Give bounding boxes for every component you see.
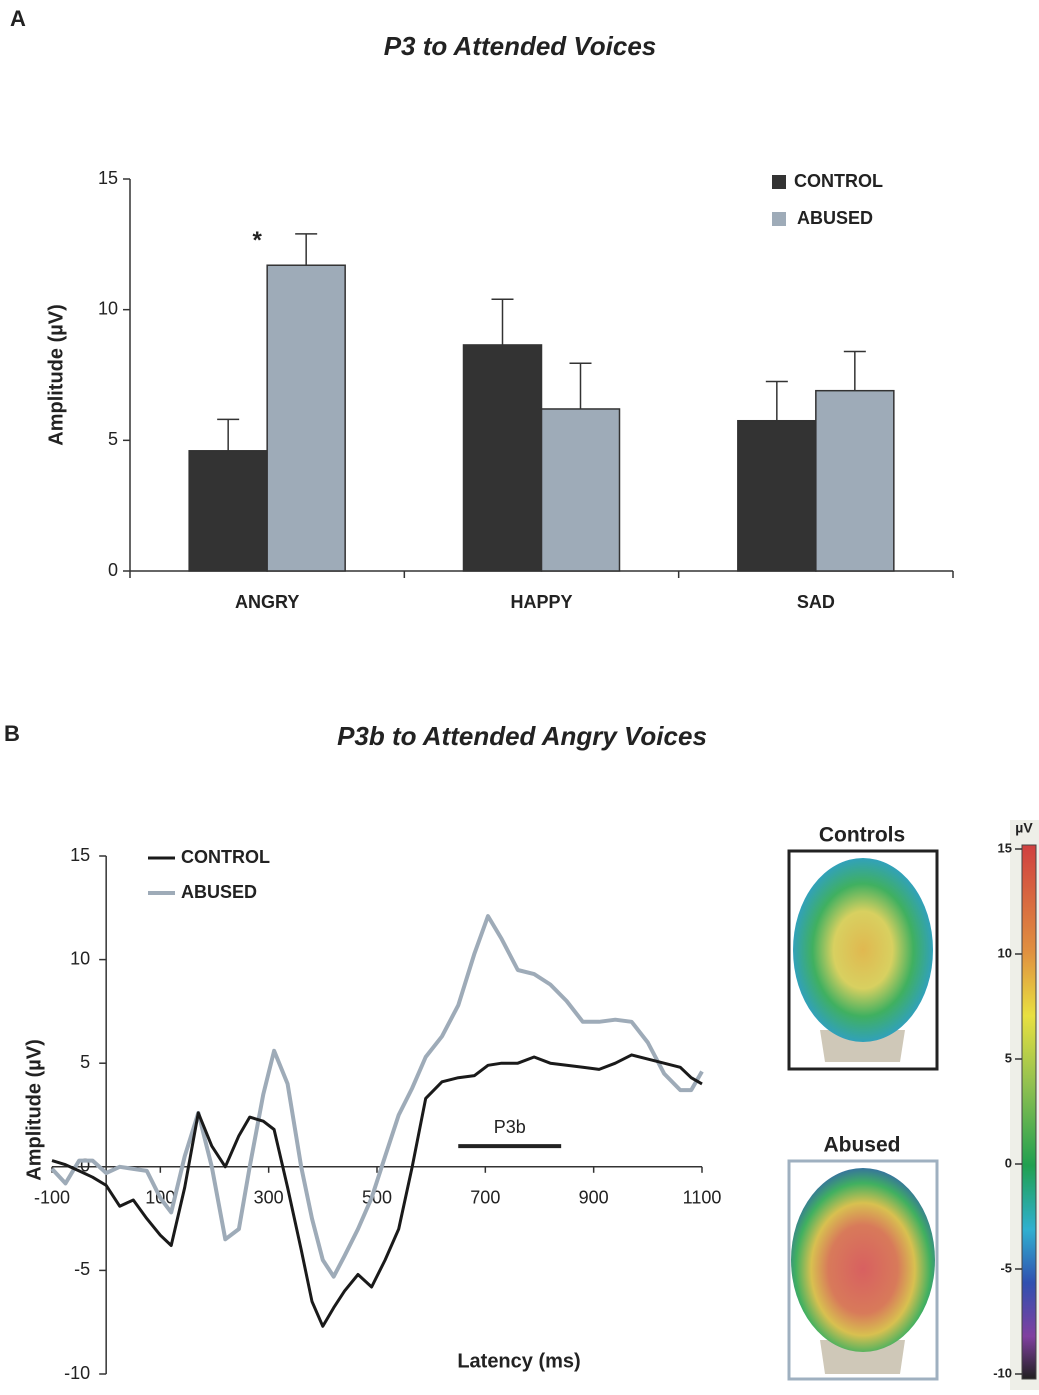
y-axis-label: Amplitude (µV)	[45, 304, 67, 446]
colorbar-tick-label: 10	[998, 945, 1012, 960]
x-tick-label: ANGRY	[235, 592, 299, 612]
x-tick-label: 1100	[683, 1188, 722, 1208]
scalp-map	[791, 1168, 935, 1352]
bar	[189, 451, 267, 571]
y-tick-label: 15	[98, 168, 118, 188]
colorbar-tick-label: -10	[993, 1365, 1012, 1380]
x-axis-label: Latency (ms)	[457, 1350, 580, 1372]
y-tick-label: 15	[70, 845, 90, 865]
legend-label: CONTROL	[181, 847, 270, 867]
annotation: *	[252, 227, 262, 254]
colorbar	[1022, 845, 1036, 1379]
y-tick-label: 0	[108, 560, 118, 580]
bar	[816, 391, 894, 571]
x-tick-label: -100	[34, 1188, 70, 1208]
page: A P3 to Attended Voices Amplitude (µV) B…	[0, 0, 1039, 1395]
figure: A P3 to Attended Voices Amplitude (µV) B…	[0, 0, 1039, 1395]
bar	[738, 421, 816, 571]
map-label: Controls	[819, 824, 905, 847]
colorbar-title: µV	[1015, 820, 1033, 836]
x-tick-label: 700	[470, 1188, 500, 1208]
y-tick-label: 10	[98, 298, 118, 318]
legend-label: ABUSED	[181, 882, 257, 902]
map-label: Abused	[823, 1134, 900, 1157]
scalp-map	[793, 858, 933, 1042]
legend-swatch	[772, 175, 786, 189]
x-tick-label: 300	[254, 1188, 284, 1208]
y-axis-label: Amplitude (µV)	[23, 1039, 45, 1181]
legend-swatch	[772, 212, 786, 226]
chart-title: P3 to Attended Voices	[384, 31, 657, 61]
y-tick-label: -5	[74, 1259, 90, 1279]
panel-label: B	[4, 721, 20, 746]
y-tick-label: 5	[80, 1052, 90, 1072]
x-tick-label: 500	[362, 1188, 392, 1208]
legend-label: ABUSED	[797, 208, 873, 228]
y-tick-label: -10	[64, 1363, 90, 1383]
y-tick-label: 10	[70, 948, 90, 968]
chart-title: P3b to Attended Angry Voices	[337, 721, 707, 751]
y-tick-label: 5	[108, 429, 118, 449]
x-tick-label: 900	[579, 1188, 609, 1208]
x-tick-label: HAPPY	[510, 592, 572, 612]
bar	[542, 409, 620, 571]
bar	[267, 265, 345, 571]
x-tick-label: SAD	[797, 592, 835, 612]
colorbar-tick-label: -5	[1000, 1260, 1012, 1275]
panel-label: A	[10, 6, 26, 31]
colorbar-tick-label: 5	[1005, 1050, 1012, 1065]
bar	[464, 345, 542, 571]
colorbar-tick-label: 0	[1005, 1155, 1012, 1170]
annotation: P3b	[494, 1117, 526, 1137]
colorbar-tick-label: 15	[998, 840, 1012, 855]
legend-label: CONTROL	[794, 171, 883, 191]
